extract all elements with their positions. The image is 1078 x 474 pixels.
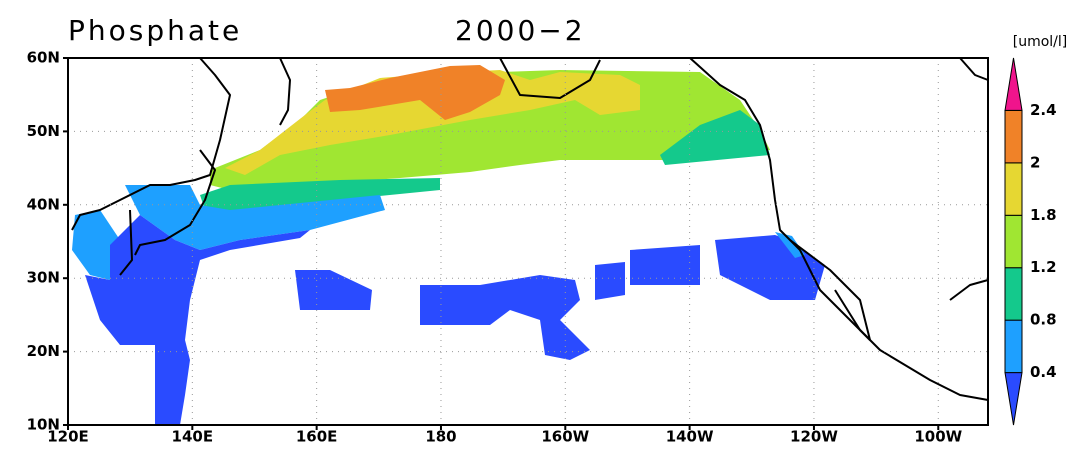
map-frame [67, 57, 989, 426]
colorbar-label: 0.4 [1030, 363, 1057, 381]
field-region [85, 215, 310, 425]
field-region [775, 232, 805, 258]
field-region [595, 262, 625, 300]
field-region [295, 270, 372, 310]
coastline [279, 57, 291, 126]
field-region [72, 210, 120, 280]
colorbar-segment [1004, 162, 1023, 216]
colorbar-arrow [1004, 372, 1023, 426]
lon-tick-label: 160W [541, 428, 589, 446]
lon-tick-label: 180 [425, 428, 456, 446]
lat-tick-label: 50N [27, 122, 60, 140]
colorbar-label: 0.8 [1030, 311, 1057, 329]
colorbar-segment [1004, 214, 1023, 269]
coastline [499, 57, 601, 99]
lon-tick-label: 140W [666, 428, 714, 446]
field-region [125, 185, 385, 250]
lon-tick-label: 140E [172, 428, 214, 446]
title-variable: Phosphate [68, 14, 242, 47]
field-region [200, 178, 440, 212]
phosphate-field [72, 65, 825, 425]
lat-tick-label: 40N [27, 195, 60, 213]
lon-tick-label: 120E [47, 428, 89, 446]
lat-tick-label: 10N [27, 416, 60, 434]
lat-tick-label: 20N [27, 342, 60, 360]
lon-tick-label: 100W [914, 428, 962, 446]
field-region [420, 275, 590, 360]
colorbar-arrow [1004, 57, 1023, 111]
colorbar-unit: [umol/l] [1013, 34, 1068, 50]
colorbar-label: 1.8 [1030, 206, 1057, 224]
coastline [68, 57, 231, 231]
colorbar-segment [1004, 319, 1023, 374]
coastline [959, 57, 989, 81]
coastline [789, 239, 871, 341]
lon-tick-label: 160E [296, 428, 338, 446]
title-period: 2000−2 [455, 14, 586, 47]
colorbar-segment [1004, 267, 1023, 321]
lat-tick-label: 30N [27, 269, 60, 287]
colorbar-label: 2.4 [1030, 101, 1057, 119]
coastline [119, 209, 133, 276]
coastline [949, 279, 989, 301]
colorbar-label: 2 [1030, 153, 1040, 171]
lat-tick-label: 60N [27, 49, 60, 67]
colorbar-segment [1004, 109, 1023, 164]
lon-tick-label: 120W [790, 428, 838, 446]
field-region [660, 110, 770, 165]
field-region [630, 245, 700, 285]
coastline [134, 149, 216, 256]
coastlines [68, 57, 989, 401]
colorbar-label: 1.2 [1030, 258, 1057, 276]
field-region [325, 65, 505, 120]
